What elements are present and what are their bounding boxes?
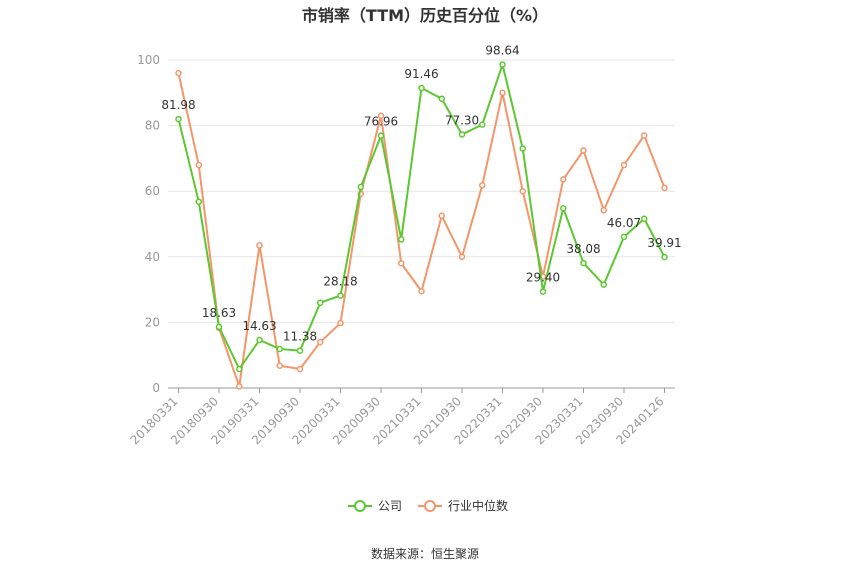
data-point bbox=[620, 161, 628, 169]
data-point bbox=[539, 288, 547, 295]
data-point bbox=[377, 132, 385, 139]
data-point bbox=[458, 253, 466, 261]
data-label: 28.18 bbox=[323, 275, 357, 289]
x-axis: 2018033120180930201903312019093020200331… bbox=[128, 387, 675, 447]
data-label: 46.07 bbox=[607, 216, 641, 230]
data-label: 38.08 bbox=[566, 242, 600, 256]
y-tick-label: 100 bbox=[137, 53, 160, 67]
data-point bbox=[580, 147, 587, 154]
data-label: 76.96 bbox=[364, 115, 398, 129]
legend-marker bbox=[354, 500, 366, 512]
data-point bbox=[276, 345, 283, 353]
data-label: 29.40 bbox=[526, 271, 560, 285]
data-label: 77.30 bbox=[445, 113, 479, 127]
data-point bbox=[499, 89, 506, 97]
legend-item-industry-median[interactable]: 行业中位数 bbox=[418, 498, 508, 513]
data-label: 18.63 bbox=[202, 306, 236, 320]
data-point bbox=[499, 61, 506, 68]
data-point bbox=[519, 187, 526, 195]
data-point bbox=[195, 161, 202, 169]
data-point bbox=[236, 383, 243, 390]
data-point bbox=[398, 260, 405, 267]
data-point bbox=[560, 205, 567, 212]
data-point bbox=[418, 84, 425, 92]
data-point bbox=[317, 338, 324, 346]
data-point bbox=[438, 95, 445, 102]
data-label: 91.46 bbox=[404, 67, 438, 81]
data-point bbox=[296, 365, 304, 373]
data-point bbox=[398, 236, 405, 243]
data-point bbox=[661, 253, 668, 261]
data-label: 98.64 bbox=[485, 43, 519, 57]
series-layer bbox=[175, 61, 668, 390]
data-point bbox=[276, 362, 283, 369]
y-axis: 0 20 40 60 80 100 bbox=[137, 53, 160, 395]
data-point bbox=[175, 69, 182, 77]
data-point bbox=[560, 176, 567, 183]
grid bbox=[168, 59, 675, 323]
series-industry-median bbox=[175, 69, 668, 390]
data-point bbox=[438, 212, 445, 220]
data-label: 14.63 bbox=[242, 319, 276, 333]
data-point bbox=[215, 323, 223, 331]
data-point bbox=[317, 299, 324, 306]
data-point bbox=[458, 131, 466, 138]
y-tick-label: 60 bbox=[145, 184, 160, 198]
data-point bbox=[479, 182, 486, 189]
data-point bbox=[256, 242, 263, 249]
data-point bbox=[641, 132, 648, 139]
data-point bbox=[236, 365, 243, 373]
data-point bbox=[600, 206, 607, 214]
data-label: 81.98 bbox=[161, 98, 195, 112]
data-point bbox=[296, 347, 304, 354]
data-point bbox=[337, 319, 344, 327]
data-point bbox=[600, 281, 607, 288]
data-label: 39.91 bbox=[647, 236, 681, 250]
chart-title: 市销率（TTM）历史百分位（%） bbox=[302, 6, 548, 25]
data-point bbox=[641, 215, 648, 223]
legend-marker bbox=[424, 500, 436, 512]
y-tick-label: 20 bbox=[145, 315, 160, 329]
data-point bbox=[337, 292, 344, 299]
data-point bbox=[418, 287, 425, 295]
data-point bbox=[377, 112, 385, 120]
data-point bbox=[479, 121, 486, 128]
legend-item-company[interactable]: 公司 bbox=[348, 499, 402, 513]
legend-label: 行业中位数 bbox=[448, 498, 508, 513]
data-point bbox=[195, 198, 202, 205]
series-company bbox=[175, 61, 668, 373]
data-labels: 81.98 18.63 14.63 11.38 28.18 76.96 91.46 77.30… bbox=[161, 43, 681, 343]
legend[interactable]: 公司 行业中位数 bbox=[348, 498, 508, 513]
y-tick-label: 80 bbox=[145, 119, 160, 133]
data-point bbox=[661, 184, 668, 192]
data-point bbox=[175, 115, 182, 123]
data-point bbox=[357, 183, 364, 191]
data-point bbox=[580, 259, 587, 267]
y-tick-label: 0 bbox=[152, 381, 160, 395]
y-tick-label: 40 bbox=[145, 250, 160, 264]
series-line bbox=[177, 72, 666, 388]
data-point bbox=[519, 145, 526, 152]
source-note: 数据来源：恒生聚源 bbox=[371, 546, 479, 561]
legend-label: 公司 bbox=[378, 499, 402, 513]
data-label: 11.38 bbox=[283, 330, 317, 344]
data-point bbox=[620, 233, 628, 241]
data-point bbox=[256, 336, 263, 344]
